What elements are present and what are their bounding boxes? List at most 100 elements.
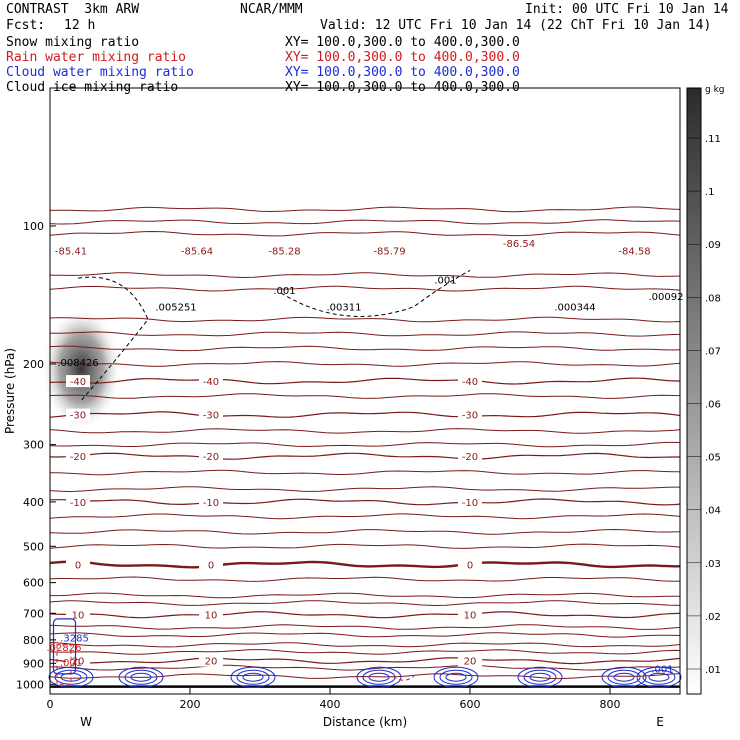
colorbar-label: .08 <box>705 293 721 304</box>
temperature-contour-label: 0 <box>75 561 81 572</box>
cloud-water-contour <box>517 666 563 688</box>
colorbar-label: .04 <box>705 506 721 517</box>
temperature-contour-label: -30 <box>462 411 478 422</box>
upper-temperature-label: -85.28 <box>268 246 300 257</box>
upper-temperature-label: -84.58 <box>618 246 650 257</box>
temperature-contour-label: 10 <box>205 611 218 622</box>
cloud-water-contour <box>242 672 264 682</box>
contour-label-bg <box>199 408 223 421</box>
field-name-snow: Snow mixing ratio <box>6 35 140 50</box>
y-axis-title: Pressure (hPa) <box>3 348 17 434</box>
y-tick-label: 1000 <box>16 678 44 691</box>
cloud-water-contour <box>433 666 479 688</box>
cloud-water-contour <box>236 669 270 685</box>
isotherm-line <box>49 393 681 399</box>
x-tick-label: 200 <box>180 698 201 711</box>
east-label: E <box>656 715 664 729</box>
mixing-ratio-extremum-label: .00311 <box>327 303 362 314</box>
temperature-contour-label: -20 <box>203 452 219 463</box>
isotherm-line <box>49 230 681 237</box>
cloud-water-contour <box>642 669 676 685</box>
colorbar-unit: g kg <box>705 85 725 95</box>
field-name-cloudwater: Cloud water mixing ratio <box>6 65 194 80</box>
contour-label-bg <box>458 654 482 667</box>
mixing-ratio-extremum-label: .001 <box>273 286 295 297</box>
cloud-water-contour <box>54 669 88 685</box>
isotherm-line <box>49 331 681 337</box>
isotherm-contour <box>49 498 681 506</box>
colorbar-label: .1 <box>705 187 715 198</box>
mixing-ratio-extremum-label: .005251 <box>155 303 196 314</box>
temperature-contour-label: -40 <box>462 377 478 388</box>
colorbar-label: .07 <box>705 346 721 357</box>
temperature-contour-label: 20 <box>464 657 477 668</box>
temperature-contour-label: -10 <box>203 498 219 509</box>
snow-shading <box>41 306 122 431</box>
isotherm-line <box>49 219 681 225</box>
fcst-value: 12 h <box>64 18 96 33</box>
isotherm-line <box>49 361 681 367</box>
contour-label-bg <box>66 654 90 667</box>
isotherm-line <box>49 632 681 638</box>
isotherm-line <box>49 649 681 655</box>
x-tick-label: 600 <box>460 698 481 711</box>
field-xy-snow: XY= 100.0,300.0 to 400.0,300.0 <box>285 35 520 50</box>
contour-label-bg <box>66 450 90 463</box>
contour-label-bg <box>66 558 90 571</box>
contour-label-bg <box>66 608 90 621</box>
field-name-rain: Rain water mixing ratio <box>6 50 187 65</box>
temperature-contour-label: -20 <box>462 452 478 463</box>
y-tick-label: 500 <box>23 540 44 553</box>
contour-label-bg <box>199 558 223 571</box>
cloud-water-contour <box>607 669 641 685</box>
contour-label-bg <box>199 375 223 388</box>
isotherm-contour <box>49 657 681 665</box>
contour-label-bg <box>199 608 223 621</box>
cloud-water-contour <box>445 672 467 682</box>
west-label: W <box>80 715 92 729</box>
rain-water-label: .001 <box>60 658 82 669</box>
temperature-contour-label: 0 <box>208 561 214 572</box>
contour-label-bg <box>458 375 482 388</box>
contour-label-bg <box>458 495 482 508</box>
cloud-ice-contour <box>280 269 471 317</box>
init-time: Init: 00 UTC Fri 10 Jan 14 <box>525 2 729 17</box>
temperature-contour-label: -30 <box>203 411 219 422</box>
contour-label-bg <box>66 375 90 388</box>
cloud-water-contour <box>636 666 682 688</box>
isotherm-line <box>49 345 681 352</box>
isotherm-line <box>49 428 681 434</box>
center-title: NCAR/MMM <box>240 2 303 17</box>
isotherm-line <box>49 673 681 680</box>
contour-label-bg <box>199 450 223 463</box>
upper-temperature-label: -85.64 <box>181 246 213 257</box>
x-tick-label: 0 <box>47 698 54 711</box>
cloud-water-contour <box>439 669 473 685</box>
fcst-label: Fcst: <box>6 18 46 33</box>
cloud-water-contour <box>118 666 164 688</box>
upper-temperature-label: -86.54 <box>503 239 535 250</box>
isotherm-line <box>49 642 681 648</box>
colorbar-label: .11 <box>705 134 721 145</box>
temperature-contour-label: 20 <box>72 657 85 668</box>
isotherm-line <box>50 592 681 599</box>
rain-water-contour <box>392 675 415 681</box>
temperature-contour-label: 10 <box>72 611 85 622</box>
rain-water-label: .02826 <box>47 643 82 654</box>
contour-label-bg <box>458 408 482 421</box>
temperature-contour-label: 20 <box>205 657 218 668</box>
colorbar-label: .03 <box>705 559 721 570</box>
y-tick-label: 300 <box>23 439 44 452</box>
x-tick-label: 400 <box>320 698 341 711</box>
isotherm-line <box>49 513 681 520</box>
temperature-contour-label: -10 <box>70 498 86 509</box>
cloud-water-contour <box>613 672 635 682</box>
cloud-water-contour <box>52 618 77 675</box>
contour-label-bg <box>458 558 482 571</box>
cloud-water-contour <box>648 672 670 682</box>
isotherm-line <box>49 600 681 607</box>
cloud-ice-contour <box>77 276 149 401</box>
upper-temperature-label: -85.41 <box>55 246 87 257</box>
upper-temperature-label: -85.79 <box>373 246 405 257</box>
